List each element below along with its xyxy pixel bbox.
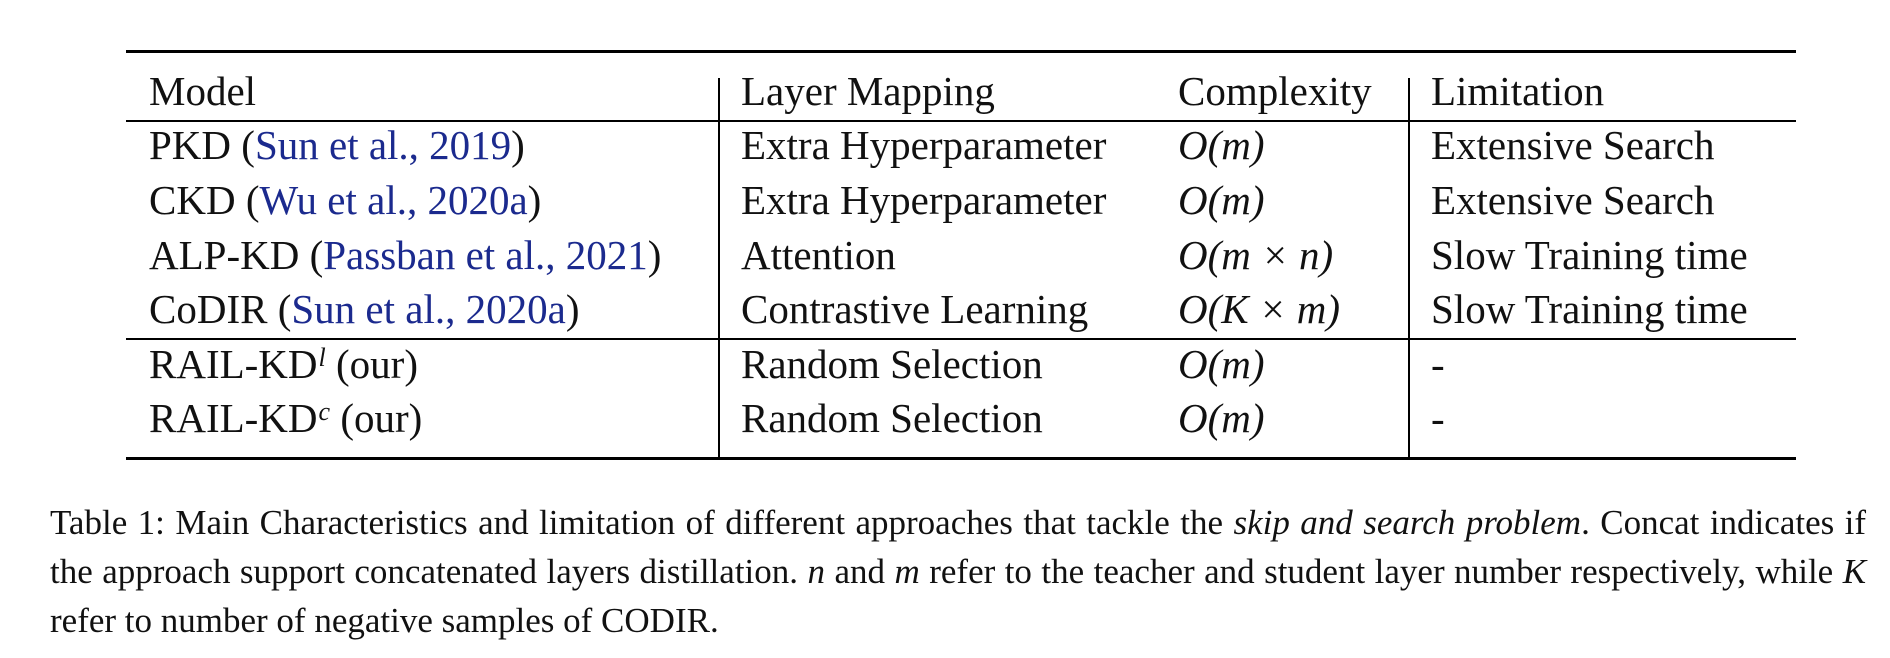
column-divider-complexity-limitation [1408,78,1410,459]
model-cell: RAIL-KDl (our) [149,339,418,389]
model-cell: CKD (Wu et al., 2020a) [149,177,542,223]
citation-year: 2019 [429,122,512,168]
limitation-cell: - [1431,395,1445,441]
caption-var-k: K [1842,552,1867,591]
caption-and: and [834,552,885,591]
model-cell: RAIL-KDc (our) [149,393,422,443]
limitation-cell: Extensive Search [1431,177,1715,223]
column-divider-model-mapping [718,78,720,459]
layer-mapping-cell: Contrastive Learning [741,286,1089,332]
model-superscript: l [318,343,326,372]
citation-author: Sun et al., [291,286,456,332]
layer-mapping-cell: Attention [741,232,896,278]
complexity-cell: O(m × n) [1178,232,1334,278]
header-complexity: Complexity [1178,68,1372,114]
citation-author: Wu et al., [259,177,418,223]
group-separator-rule [126,338,1796,340]
citation-year: 2020a [427,177,528,223]
citation-year: 2021 [565,232,648,278]
model-name: CKD [149,177,236,223]
citation-link[interactable]: Sun et al., 2019 [255,122,511,168]
caption-label: Table 1: [50,503,165,542]
complexity-cell: O(m) [1178,177,1265,223]
caption-text-4: refer to number of negative samples of C… [50,601,719,640]
complexity-cell: O(m) [1178,122,1265,168]
layer-mapping-cell: Extra Hyperparameter [741,122,1107,168]
header-model: Model [149,68,257,114]
layer-mapping-cell: Random Selection [741,395,1043,441]
model-cell: ALP-KD (Passban et al., 2021) [149,232,662,278]
model-name: RAIL-KD [149,395,318,441]
model-suffix: (our) [340,395,423,441]
citation-link[interactable]: Wu et al., 2020a [259,177,527,223]
caption-emphasis: skip and search problem [1233,503,1582,542]
caption-var-m: m [894,552,920,591]
citation-year: 2020a [465,286,566,332]
header-limitation: Limitation [1431,68,1605,114]
caption-text-2: . Concat indicates if the approach suppo… [50,503,1867,591]
header-separator-rule [126,120,1796,122]
citation-author: Sun et al., [254,122,419,168]
layer-mapping-cell: Random Selection [741,341,1043,387]
citation-link[interactable]: Sun et al., 2020a [291,286,565,332]
complexity-cell: O(m) [1178,341,1265,387]
model-superscript: c [318,397,331,426]
caption-text-3: refer to the teacher and student layer n… [929,552,1834,591]
caption-var-n: n [807,552,825,591]
model-name: PKD [149,122,232,168]
layer-mapping-cell: Extra Hyperparameter [741,177,1107,223]
model-suffix: (our) [336,341,418,387]
model-cell: CoDIR (Sun et al., 2020a) [149,286,580,332]
limitation-cell: Slow Training time [1431,286,1748,332]
model-name: RAIL-KD [149,341,318,387]
caption-text-1: Main Characteristics and limitation of d… [175,503,1224,542]
limitation-cell: - [1431,341,1445,387]
citation-link[interactable]: Passban et al., 2021 [323,232,648,278]
citation-author: Passban et al., [323,232,556,278]
complexity-cell: O(m) [1178,395,1265,441]
limitation-cell: Slow Training time [1431,232,1748,278]
model-name: ALP-KD [149,232,300,278]
model-cell: PKD (Sun et al., 2019) [149,122,525,168]
table-bottom-rule [126,457,1796,460]
table-caption: Table 1: Main Characteristics and limita… [50,498,1866,645]
table-top-rule [126,50,1796,53]
header-layer-mapping: Layer Mapping [741,68,995,114]
complexity-cell: O(K × m) [1178,286,1341,332]
model-name: CoDIR [149,286,268,332]
limitation-cell: Extensive Search [1431,122,1715,168]
